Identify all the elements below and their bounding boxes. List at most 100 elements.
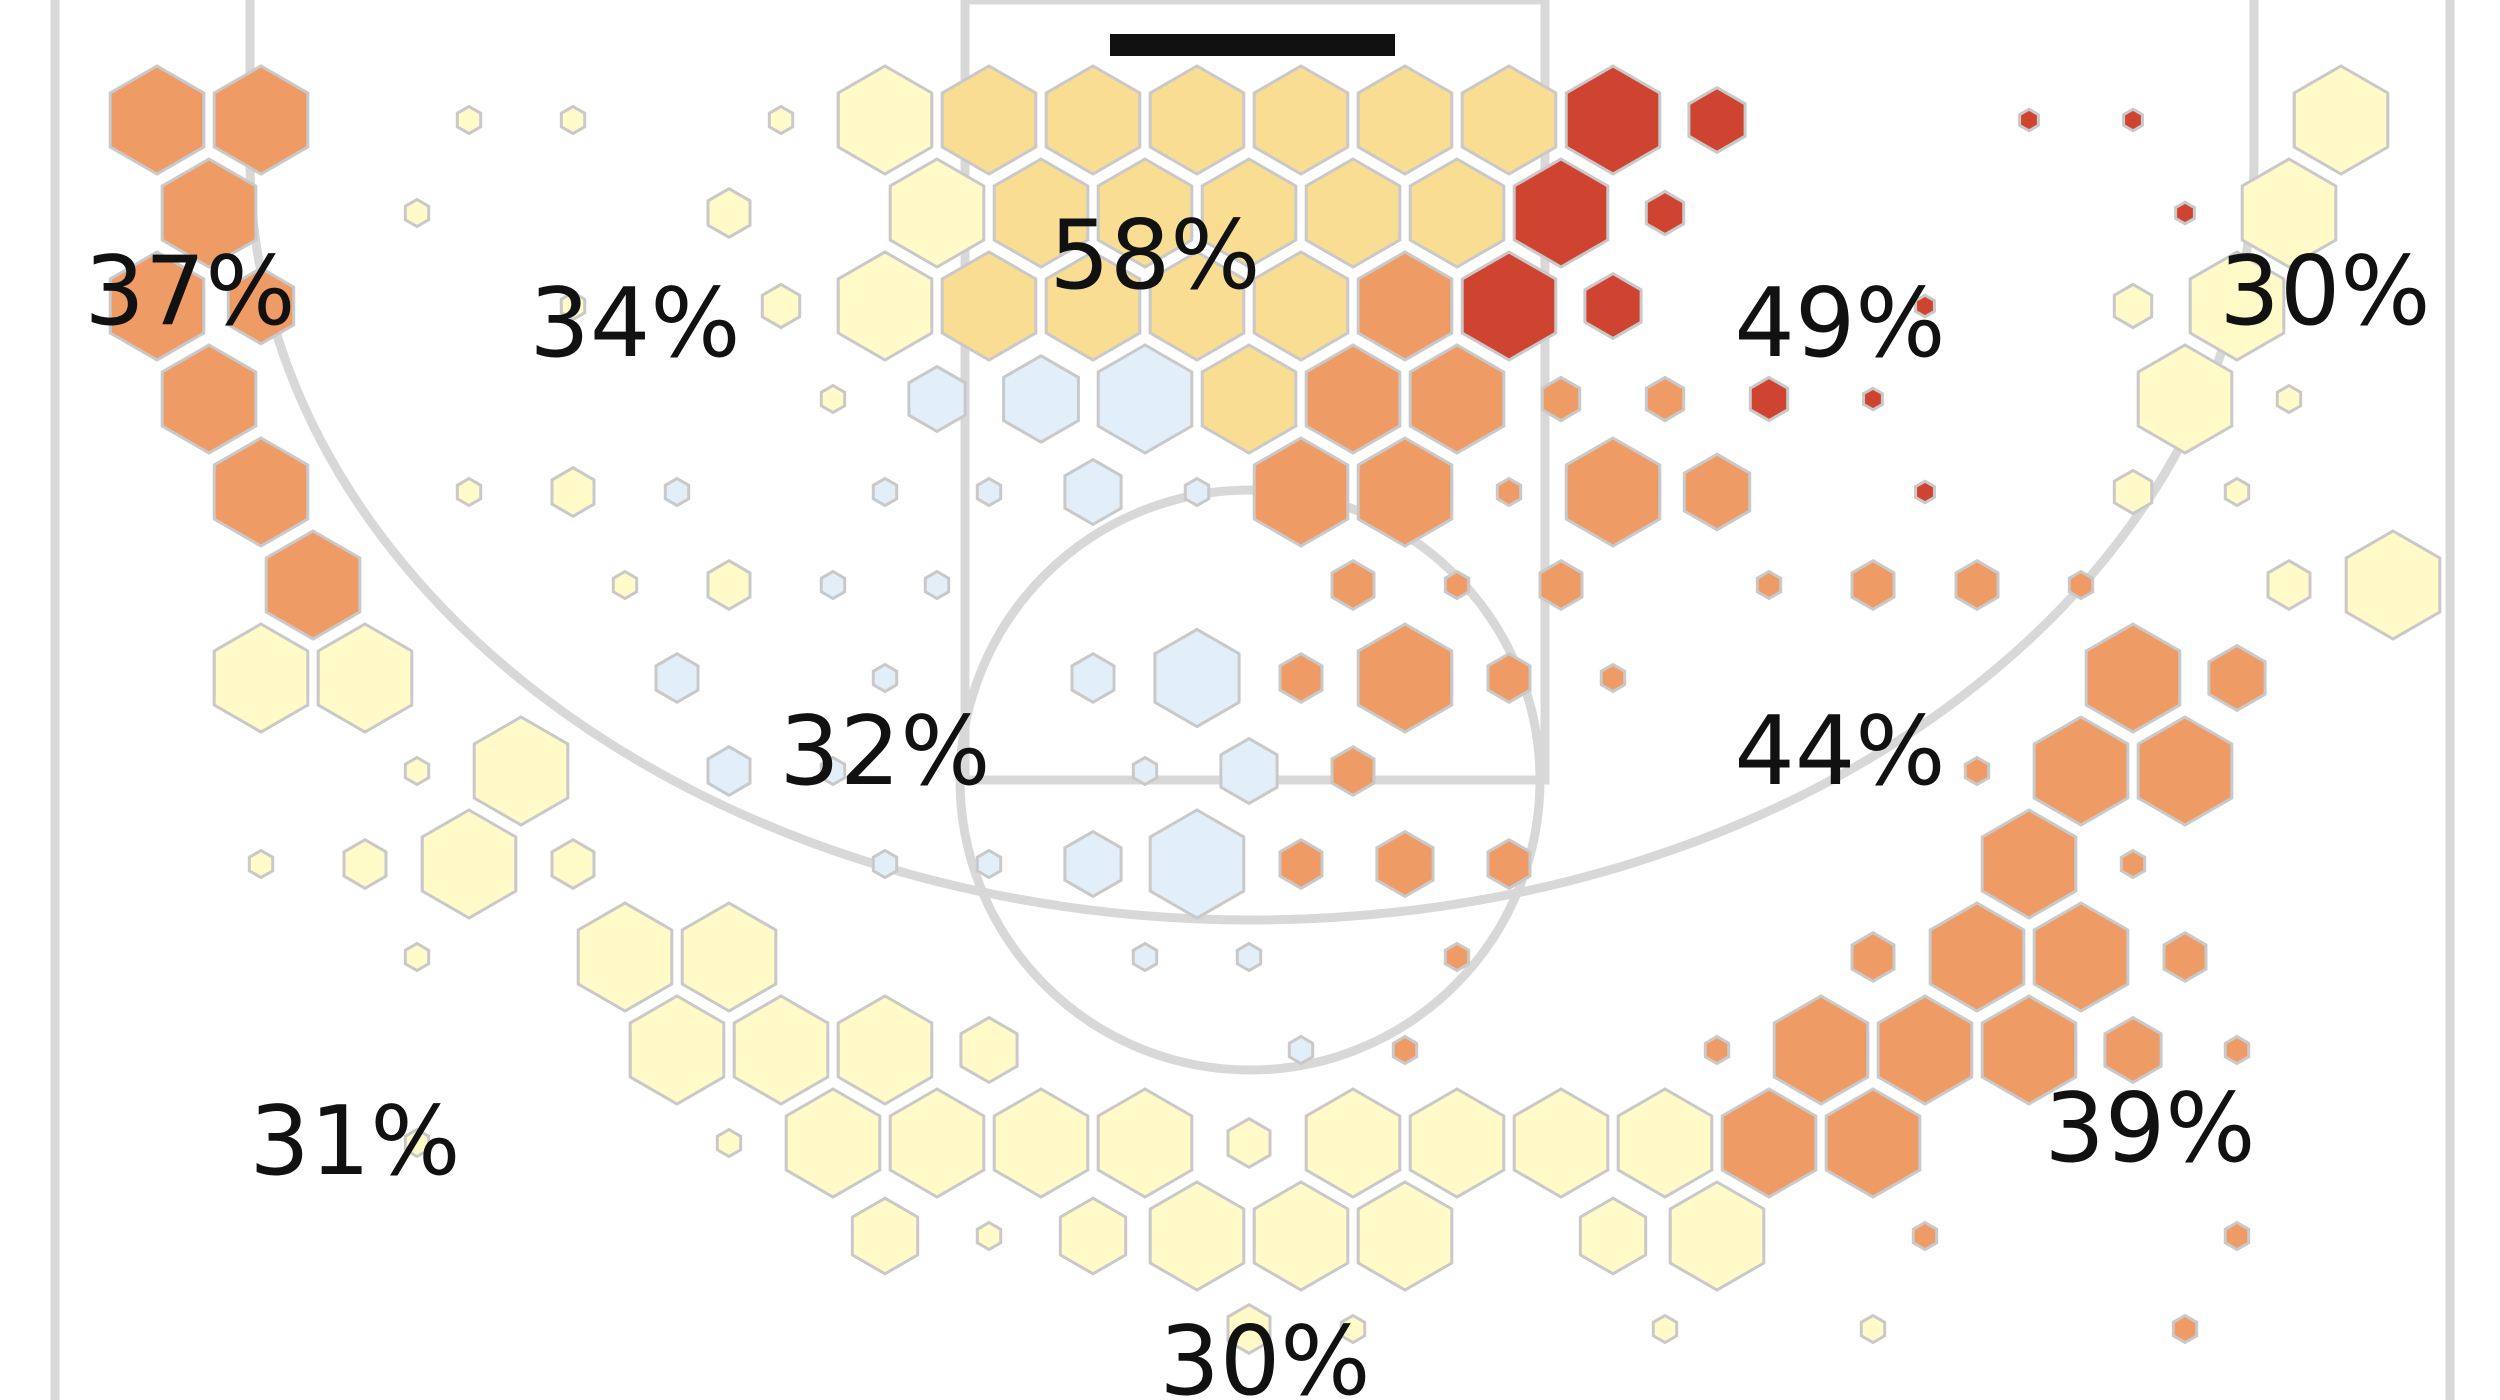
hex-bin-below-average xyxy=(316,622,414,734)
hex-bin-above-average xyxy=(108,64,206,176)
free-throw-circle xyxy=(955,485,1545,1075)
zone-label-top-of-key-three: 30% xyxy=(1159,1307,1370,1400)
hex-bin-below-average xyxy=(550,837,596,891)
hex-bin-cold xyxy=(1287,1034,1315,1066)
hex-bin-cold xyxy=(1183,476,1211,508)
hex-bin-below-average xyxy=(550,465,596,519)
hex-bin-below-average xyxy=(836,64,934,176)
zone-label-right-elbow: 44% xyxy=(1734,697,1945,807)
hex-bin-cold xyxy=(1063,829,1123,899)
hex-bin-below-average xyxy=(850,1196,920,1276)
hex-bin-above-average xyxy=(1278,837,1324,891)
hex-bin-below-average xyxy=(455,476,483,508)
hex-bin-below-average xyxy=(2112,468,2154,516)
hex-bin-below-average xyxy=(1651,1313,1679,1345)
hex-bin-above-average xyxy=(1564,436,1662,548)
hex-bin-hot xyxy=(1914,479,1936,505)
hex-bin-cold xyxy=(1002,354,1080,444)
hex-bin-below-average xyxy=(706,558,752,612)
hex-bin-below-average xyxy=(784,1087,882,1199)
hex-bin-above-average xyxy=(1876,994,1974,1106)
hex-bin-below-average xyxy=(628,994,726,1106)
hex-bin-below-average xyxy=(836,250,934,362)
hex-bin-above-average xyxy=(1443,569,1471,601)
hex-bin-above-average xyxy=(2119,848,2147,880)
hex-bin-above-average xyxy=(1980,808,2078,920)
hex-bin-above-average xyxy=(2084,622,2182,734)
hex-bin-cold xyxy=(1070,651,1116,705)
hex-bin-hot xyxy=(2122,107,2144,133)
hex-bin-above-average xyxy=(1850,930,1896,984)
hex-bin-above-average xyxy=(1330,744,1376,798)
hex-bin-average xyxy=(1408,157,1506,269)
hex-bin-below-average xyxy=(455,104,483,136)
hex-bin-below-average xyxy=(247,848,275,880)
hex-bin-cold xyxy=(871,476,899,508)
hex-bin-average xyxy=(1460,64,1558,176)
hex-bin-above-average xyxy=(2223,1220,2251,1252)
hex-bin-below-average xyxy=(1339,1313,1367,1345)
hex-bin-above-average xyxy=(1720,1087,1818,1199)
hex-bin-below-average xyxy=(715,1127,743,1159)
hex-bin-below-average xyxy=(819,383,847,415)
hex-bin-above-average xyxy=(1538,558,1584,612)
hex-bin-above-average xyxy=(2032,715,2130,827)
hex-bin-above-average xyxy=(1356,436,1454,548)
hex-bin-below-average xyxy=(403,755,431,787)
hex-bin-average xyxy=(1304,157,1402,269)
hex-bin-below-average xyxy=(1356,1180,1454,1292)
hex-bin-below-average xyxy=(342,837,388,891)
hex-bin-below-average xyxy=(611,569,639,601)
hex-bin-above-average xyxy=(2162,930,2208,984)
hex-bin-average xyxy=(1096,157,1194,269)
hex-bin-above-average xyxy=(1330,558,1376,612)
hex-bin-above-average xyxy=(1928,901,2026,1013)
hex-bin-cold xyxy=(654,651,700,705)
hex-bin-above-average xyxy=(160,157,258,269)
hex-bin-above-average xyxy=(1703,1034,1731,1066)
hex-bin-cold xyxy=(663,476,691,508)
hex-bin-above-average xyxy=(1486,837,1532,891)
zone-labels: 37% 34% 58% 49% 30% 32% 44% 31% 30% 39% xyxy=(84,201,2430,1400)
hex-bin-below-average xyxy=(559,290,587,322)
hex-bin-above-average xyxy=(1755,569,1783,601)
hex-bin-below-average xyxy=(212,622,310,734)
hex-bin-below-average xyxy=(1578,1196,1648,1276)
hex-bin-below-average xyxy=(992,1087,1090,1199)
hex-bin-below-average xyxy=(2240,157,2338,269)
hex-bin-hot xyxy=(1460,250,1558,362)
zone-label-left-corner: 37% xyxy=(84,237,295,347)
hex-layer xyxy=(108,64,2442,1356)
hex-bin-above-average xyxy=(2067,569,2095,601)
zone-label-left-wing-mid: 34% xyxy=(529,269,740,379)
hex-bin-below-average xyxy=(1058,1196,1128,1276)
hex-bin-above-average xyxy=(2223,1034,2251,1066)
hex-bin-below-average xyxy=(760,282,802,330)
hex-bin-below-average xyxy=(975,1220,1003,1252)
hex-bin-below-average xyxy=(472,715,570,827)
hex-bin-hot xyxy=(1512,157,1610,269)
hex-bin-average xyxy=(1148,250,1246,362)
hex-bin-cold xyxy=(1148,808,1246,920)
hex-bin-above-average xyxy=(108,250,206,362)
hex-bin-below-average xyxy=(1096,1087,1194,1199)
hex-bin-above-average xyxy=(2171,1313,2199,1345)
hex-bin-above-average xyxy=(1304,343,1402,455)
hex-bin-above-average xyxy=(1356,250,1454,362)
hex-bin-hot xyxy=(1862,386,1884,412)
hex-bin-below-average xyxy=(576,901,674,1013)
hex-bin-above-average xyxy=(2103,1015,2163,1085)
hex-bin-below-average xyxy=(2223,476,2251,508)
hex-bin-below-average xyxy=(403,197,431,229)
hex-bin-average xyxy=(940,64,1038,176)
hex-bin-above-average xyxy=(1954,558,2000,612)
hex-bin-cold xyxy=(1219,736,1279,806)
hex-bin-below-average xyxy=(1668,1180,1766,1292)
hex-bin-cold xyxy=(1096,343,1194,455)
hex-bin-cold xyxy=(706,744,752,798)
hex-bin-below-average xyxy=(706,186,752,240)
hex-bin-cold xyxy=(819,569,847,601)
hex-bin-cold xyxy=(871,662,899,694)
hex-bin-cold xyxy=(1131,941,1159,973)
hex-bin-cold xyxy=(907,364,967,434)
